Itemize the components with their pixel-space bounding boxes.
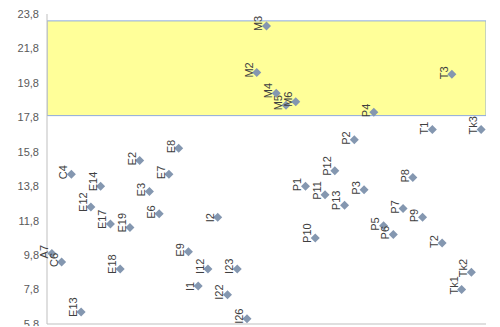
svg-text:P13: P13 [330, 191, 342, 211]
svg-text:23,8: 23,8 [18, 8, 39, 20]
svg-text:Tk2: Tk2 [457, 259, 469, 277]
svg-text:I12: I12 [194, 259, 206, 274]
svg-text:5,8: 5,8 [24, 318, 39, 326]
svg-text:M3: M3 [252, 16, 264, 31]
svg-text:E8: E8 [165, 140, 177, 153]
svg-text:E6: E6 [145, 205, 157, 218]
svg-text:P8: P8 [399, 169, 411, 182]
svg-text:M2: M2 [243, 62, 255, 77]
svg-text:E2: E2 [126, 152, 138, 165]
svg-text:M5: M5 [271, 95, 284, 111]
svg-text:E19: E19 [116, 213, 128, 233]
svg-text:E14: E14 [87, 172, 99, 192]
svg-text:I26: I26 [233, 309, 245, 324]
svg-text:C4: C4 [57, 165, 69, 179]
svg-text:P6: P6 [379, 226, 391, 239]
svg-text:13,8: 13,8 [18, 180, 39, 192]
svg-text:I22: I22 [213, 284, 225, 299]
svg-text:E12: E12 [77, 192, 89, 212]
svg-text:21,8: 21,8 [18, 42, 39, 54]
svg-text:Tk3: Tk3 [467, 116, 479, 134]
svg-text:A7: A7 [37, 244, 50, 259]
svg-text:Tk1: Tk1 [448, 276, 460, 294]
svg-text:T1: T1 [418, 122, 430, 135]
svg-text:T2: T2 [428, 235, 440, 248]
svg-text:17,8: 17,8 [18, 111, 39, 123]
svg-text:M4: M4 [262, 82, 275, 99]
svg-text:9,8: 9,8 [24, 249, 39, 261]
svg-text:P7: P7 [389, 200, 401, 213]
svg-text:P10: P10 [301, 223, 313, 243]
svg-text:E3: E3 [135, 183, 147, 196]
svg-text:I1: I1 [184, 282, 196, 291]
svg-text:C6: C6 [48, 253, 60, 267]
svg-text:P2: P2 [340, 131, 352, 144]
svg-text:P11: P11 [311, 181, 323, 200]
svg-text:19,8: 19,8 [18, 77, 39, 89]
svg-text:T3: T3 [438, 66, 450, 79]
svg-text:E17: E17 [96, 210, 108, 230]
svg-text:P9: P9 [408, 209, 420, 222]
svg-text:P12: P12 [321, 156, 333, 176]
svg-text:11,8: 11,8 [18, 215, 39, 227]
svg-text:P4: P4 [360, 104, 372, 117]
svg-text:P1: P1 [291, 178, 303, 191]
svg-text:M6: M6 [282, 92, 294, 107]
svg-text:E7: E7 [155, 166, 167, 179]
svg-text:E18: E18 [106, 254, 118, 274]
svg-text:P5: P5 [369, 217, 382, 231]
svg-text:I23: I23 [223, 259, 235, 274]
svg-text:7,8: 7,8 [24, 283, 39, 295]
svg-text:P3: P3 [350, 181, 362, 194]
svg-text:15,8: 15,8 [18, 146, 39, 158]
svg-text:I2: I2 [204, 213, 216, 222]
svg-text:E13: E13 [67, 297, 79, 317]
svg-text:E9: E9 [174, 243, 186, 256]
